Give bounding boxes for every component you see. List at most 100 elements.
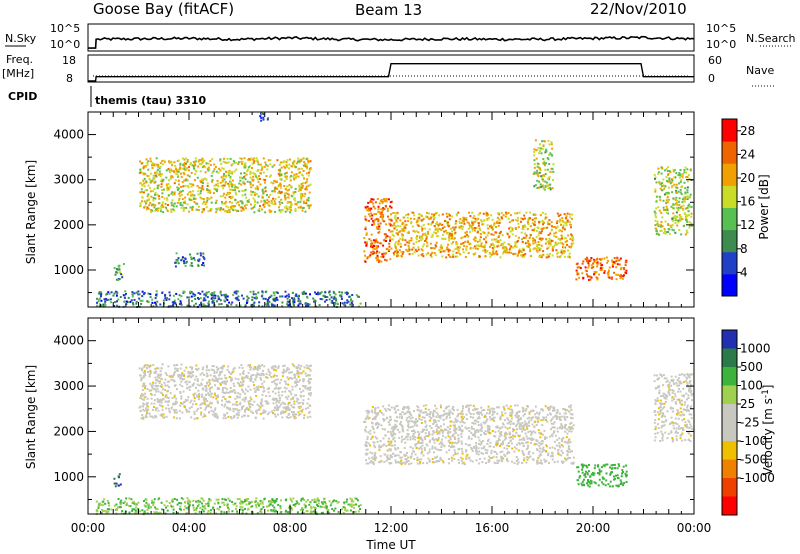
echo-cell — [306, 165, 308, 168]
echo-cell — [563, 255, 566, 258]
echo-cell — [373, 248, 376, 251]
echo-cell — [415, 442, 418, 445]
echo-cell — [237, 201, 240, 204]
echo-cell — [388, 218, 391, 221]
echo-cell — [562, 243, 565, 246]
echo-cell — [202, 499, 205, 502]
echo-cell — [243, 205, 246, 207]
echo-cell — [477, 222, 480, 225]
echo-cell — [438, 214, 441, 217]
echo-cell — [208, 369, 211, 372]
echo-cell — [359, 504, 362, 507]
echo-cell — [171, 397, 174, 399]
echo-cell — [373, 245, 376, 248]
echo-cell — [275, 383, 278, 386]
echo-cell — [549, 183, 552, 186]
echo-cell — [267, 159, 270, 162]
echo-cell — [201, 178, 203, 181]
echo-cell — [221, 382, 224, 385]
echo-cell — [447, 221, 449, 224]
echo-cell — [234, 397, 237, 400]
echo-cell — [270, 181, 273, 184]
echo-cell — [242, 390, 245, 393]
echo-cell — [235, 168, 238, 171]
echo-cell — [255, 175, 258, 178]
echo-cell — [518, 248, 521, 251]
echo-cell — [262, 506, 265, 509]
echo-cell — [564, 240, 567, 243]
echo-cell — [536, 149, 539, 151]
echo-cell — [272, 409, 275, 412]
echo-cell — [514, 252, 517, 255]
echo-cell — [246, 300, 248, 303]
echo-cell — [659, 225, 662, 228]
echo-cell — [289, 176, 292, 179]
echo-cell — [202, 262, 205, 264]
echo-cell — [690, 212, 693, 215]
echo-cell — [179, 367, 182, 370]
echo-cell — [266, 304, 269, 307]
echo-cell — [295, 381, 298, 384]
echo-cell — [180, 395, 183, 398]
echo-cell — [552, 226, 555, 228]
echo-cell — [596, 278, 599, 281]
echo-cell — [538, 411, 541, 414]
echo-cell — [547, 187, 550, 190]
echo-cell — [205, 293, 208, 296]
echo-cell — [211, 294, 213, 297]
echo-cell — [242, 180, 245, 183]
echo-cell — [296, 369, 299, 372]
echo-cell — [166, 396, 169, 399]
echo-cell — [171, 499, 174, 501]
echo-cell — [471, 229, 474, 232]
echo-cell — [202, 510, 205, 513]
echo-cell — [366, 209, 369, 212]
echo-cell — [570, 242, 573, 245]
echo-cell — [272, 412, 274, 415]
echo-cell — [148, 506, 151, 508]
echo-cell — [302, 384, 304, 387]
echo-cell — [294, 207, 297, 210]
echo-cell — [611, 265, 614, 268]
echo-cell — [370, 251, 373, 254]
echo-cell — [225, 170, 227, 173]
echo-cell — [173, 193, 176, 196]
echo-cell — [204, 294, 207, 297]
echo-cell — [333, 295, 336, 298]
echo-cell — [228, 371, 230, 374]
echo-cell — [150, 204, 153, 207]
echo-cell — [297, 168, 300, 171]
echo-cell — [329, 504, 332, 507]
echo-cell — [532, 213, 535, 216]
echo-cell — [334, 507, 337, 510]
echo-cell — [278, 203, 281, 206]
echo-cell — [216, 395, 219, 397]
echo-cell — [160, 206, 163, 209]
echo-cell — [683, 169, 686, 171]
echo-cell — [118, 267, 121, 270]
echo-cell — [266, 388, 269, 391]
echo-cell — [345, 509, 348, 512]
echo-cell — [181, 378, 184, 381]
echo-cell — [143, 292, 146, 294]
echo-cell — [285, 370, 288, 373]
echo-cell — [224, 296, 227, 299]
echo-cell — [433, 225, 436, 227]
echo-cell — [372, 202, 375, 205]
echo-cell — [275, 296, 278, 299]
echo-cell — [277, 366, 280, 369]
echo-cell — [201, 197, 204, 200]
echo-cell — [177, 174, 179, 177]
echo-cell — [621, 277, 624, 280]
echo-cell — [162, 159, 165, 162]
echo-cell — [478, 255, 481, 258]
echo-cell — [160, 378, 163, 381]
echo-cell — [292, 504, 295, 506]
echo-cell — [159, 512, 162, 515]
echo-cell — [433, 213, 436, 216]
echo-cell — [492, 244, 495, 246]
echo-cell — [548, 255, 550, 258]
echo-cell — [231, 510, 234, 513]
echo-cell — [213, 294, 216, 297]
echo-cell — [167, 404, 170, 407]
